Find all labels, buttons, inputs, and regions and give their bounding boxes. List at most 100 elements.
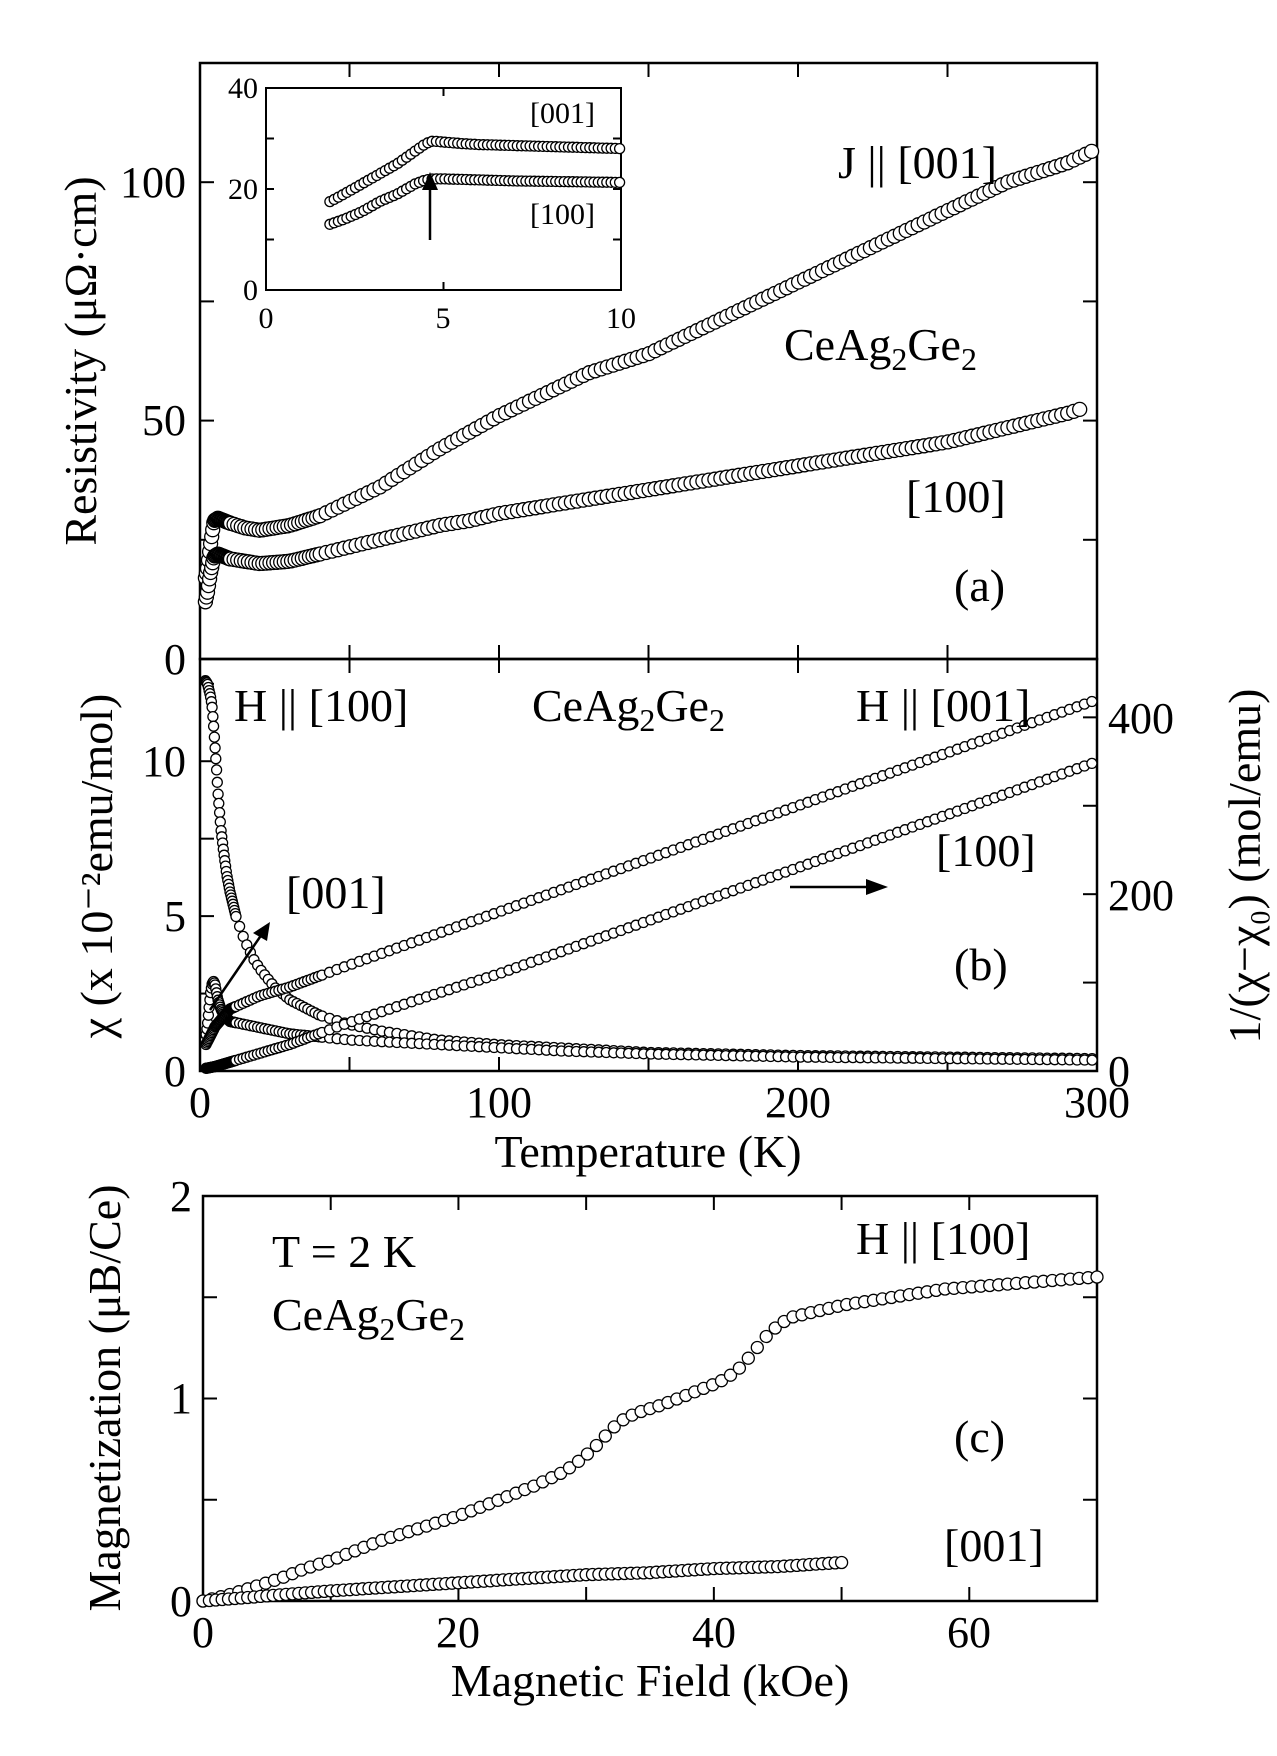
inset-ytick-0: 0 <box>243 274 258 307</box>
panel-a-s100-point <box>1072 401 1088 418</box>
panel-b-field100-label: H || [100] <box>234 680 408 731</box>
panel-b-ytick-right-0: 0 <box>1108 1047 1130 1096</box>
panel-c-s100-point <box>750 1340 764 1355</box>
panel-b-s2-series <box>200 695 1098 1051</box>
panel-b-right-axis-arrow <box>790 879 888 895</box>
inset-s001-series <box>324 135 626 208</box>
panel-c-label: (c) <box>954 1411 1005 1462</box>
inset-label-100: [100] <box>530 198 595 231</box>
panel-b-s0-point <box>233 920 246 933</box>
inset-xtick-0: 0 <box>259 302 274 335</box>
panel-c-xtick-60: 60 <box>947 1608 991 1657</box>
panel-b-ylabel-right: 1/(χ−χ₀) (mol/emu) <box>1219 689 1270 1044</box>
inset-s100-point <box>613 176 626 189</box>
panel-b-001-arrow <box>208 922 270 1011</box>
panel-b-ytick-5: 5 <box>164 892 186 941</box>
panel-c-xtick-20: 20 <box>436 1608 480 1657</box>
panel-a-label: (a) <box>954 560 1005 611</box>
panel-c-s100-point <box>768 1321 782 1335</box>
panel-b-field001-label: H || [001] <box>856 680 1030 731</box>
panel-b-label: (b) <box>954 939 1008 990</box>
panel-b-xlabel: Temperature (K) <box>494 1126 801 1177</box>
panel-c-ticks <box>203 1196 1097 1601</box>
inset-label-001: [001] <box>530 97 595 130</box>
panel-b-s0-point <box>207 720 220 732</box>
panel-c-xtick-0: 0 <box>192 1608 214 1657</box>
panel-c-s100-point <box>732 1361 747 1375</box>
panel-b-marks <box>199 675 1098 1074</box>
panel-b-s0-point <box>211 776 223 788</box>
panel-c-s100-point <box>598 1429 612 1443</box>
inset-ytick-40: 40 <box>228 72 258 105</box>
panel-b-xtick-200: 200 <box>765 1078 831 1127</box>
panel-c-s100-point <box>571 1454 586 1468</box>
inset-marks <box>324 135 626 230</box>
panel-b-s3-point <box>1086 757 1098 770</box>
panel-a-inset: 0 20 40 0 5 10 [001] [100] <box>228 72 636 335</box>
panel-c-s100-point <box>607 1420 621 1434</box>
panel-b: 0 5 10 0 200 400 0 100 200 300 Temperatu… <box>71 657 1270 1177</box>
panel-c-ylabel: Magnetization (μB/Ce) <box>79 1184 130 1611</box>
panel-c-s100-point <box>562 1461 577 1475</box>
panel-a-s100-series <box>197 401 1088 610</box>
panel-c-s001-point <box>834 1555 849 1570</box>
panel-a-compound-label: CeAg2Ge2 <box>784 319 977 377</box>
panel-b-compound-label: CeAg2Ge2 <box>532 680 725 738</box>
panel-b-s0-point <box>212 788 224 800</box>
panel-b-s0-point <box>213 797 225 810</box>
panel-c: 0 1 2 0 20 40 60 Magnetic Field (kOe) Ma… <box>79 1172 1104 1706</box>
panel-b-ytick-right-400: 400 <box>1108 694 1174 743</box>
panel-c-s100-point <box>759 1329 773 1344</box>
panel-c-s100-series <box>196 1270 1104 1608</box>
panel-c-xtick-40: 40 <box>692 1608 736 1657</box>
panel-c-s100-point <box>741 1351 755 1365</box>
panel-c-s100-point <box>723 1368 738 1382</box>
panel-b-xtick-0: 0 <box>189 1078 211 1127</box>
panel-a-ylabel: Resistivity (μΩ·cm) <box>55 176 106 545</box>
panel-a: 0 50 100 Resistivity (μΩ·cm) J || [001] … <box>55 61 1100 684</box>
panel-a-s001-point <box>1083 143 1100 160</box>
panel-b-xtick-100: 100 <box>466 1078 532 1127</box>
panel-a-current-label: J || [001] <box>838 137 997 188</box>
inset-ytick-20: 20 <box>228 173 258 206</box>
inset-s001-point <box>613 142 626 155</box>
panel-b-ytick-0: 0 <box>164 1047 186 1096</box>
panel-c-label001: [001] <box>944 1520 1044 1571</box>
panel-b-s0-point <box>230 910 242 923</box>
inset-s100-series <box>324 173 626 230</box>
panel-c-s100-point <box>589 1438 604 1453</box>
panel-b-label001: [001] <box>286 867 386 918</box>
inset-frame <box>265 87 622 291</box>
panel-a-ytick-100: 100 <box>120 158 186 207</box>
panel-b-s1-point <box>1086 1054 1098 1066</box>
panel-a-series100-label: [100] <box>906 471 1006 522</box>
panel-c-compound-label: CeAg2Ge2 <box>272 1289 465 1347</box>
panel-a-marks <box>197 143 1100 610</box>
panel-b-s0-point <box>209 742 221 754</box>
panel-b-ylabel: χ (x 10⁻²emu/mol) <box>71 694 122 1040</box>
panel-c-ytick-1: 1 <box>170 1374 192 1423</box>
panel-b-s0-point <box>210 753 222 765</box>
panel-c-s100-point <box>1090 1270 1104 1284</box>
panel-b-s0-point <box>213 806 226 819</box>
panel-b-label100: [100] <box>936 825 1036 876</box>
panel-b-s0-point <box>207 710 219 723</box>
panel-b-s0-point <box>210 764 223 776</box>
panel-b-s0-point <box>208 731 221 743</box>
panel-c-s100-point <box>580 1447 595 1461</box>
inset-arrow <box>422 172 438 240</box>
panel-b-ytick-10: 10 <box>142 737 186 786</box>
panel-c-ytick-2: 2 <box>170 1172 192 1221</box>
panel-b-s3-series <box>200 757 1098 1074</box>
inset-xtick-10: 10 <box>606 302 636 335</box>
panel-b-xtick-300: 300 <box>1064 1078 1130 1127</box>
panel-c-marks <box>196 1270 1104 1608</box>
inset-xtick-5: 5 <box>436 302 451 335</box>
panel-c-field100-label: H || [100] <box>856 1213 1030 1264</box>
panel-a-ytick-0: 0 <box>164 635 186 684</box>
panel-a-ytick-50: 50 <box>142 396 186 445</box>
panel-c-ytick-0: 0 <box>170 1577 192 1626</box>
inset-ticks <box>266 88 621 290</box>
panel-c-temp-label: T = 2 K <box>272 1226 416 1277</box>
